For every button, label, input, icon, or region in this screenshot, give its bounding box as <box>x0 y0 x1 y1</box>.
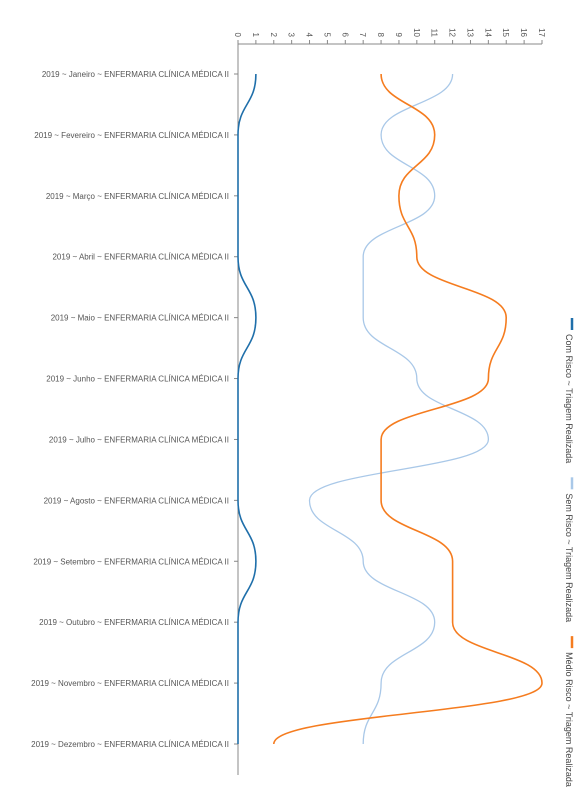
tick-label: 11 <box>430 29 439 38</box>
value-axis-ticks: 0 1 2 3 4 5 6 7 8 9 10 11 12 13 14 15 16 17 <box>233 28 546 44</box>
legend-label: Sem Risco ~ Triagem Realizada <box>564 493 574 622</box>
tick-label: 10 <box>412 28 421 37</box>
series-line <box>237 73 257 744</box>
tick-label: 5 <box>322 33 331 38</box>
legend-label: Médio Risco ~ Triagem Realizada <box>564 652 574 787</box>
tick-label: 14 <box>483 28 492 37</box>
tick-label: 15 <box>501 28 510 37</box>
tick-label: 4 <box>305 33 314 38</box>
tick-label: 17 <box>537 28 546 37</box>
category-label: 2019 ~ Maio ~ ENFERMARIA CLÍNICA MÉDICA … <box>51 314 229 323</box>
category-label: 2019 ~ Novembro ~ ENFERMARIA CLÍNICA MÉD… <box>31 679 229 688</box>
legend: Com Risco ~ Triagem Realizada Sem Risco ~… <box>564 318 574 787</box>
category-label: 2019 ~ Março ~ ENFERMARIA CLÍNICA MÉDICA… <box>46 192 229 201</box>
tick-label: 12 <box>448 28 457 37</box>
category-label: 2019 ~ Setembro ~ ENFERMARIA CLÍNICA MÉD… <box>33 557 229 566</box>
tick-label: 13 <box>465 28 474 37</box>
tick-label: 16 <box>519 28 528 37</box>
tick-label: 6 <box>340 33 349 38</box>
tick-label: 3 <box>287 33 296 38</box>
category-label: 2019 ~ Outubro ~ ENFERMARIA CLÍNICA MÉDI… <box>39 618 229 627</box>
series-line <box>308 73 490 745</box>
tick-label: 8 <box>376 33 385 38</box>
legend-label: Com Risco ~ Triagem Realizada <box>564 334 574 463</box>
category-label: 2019 ~ Julho ~ ENFERMARIA CLÍNICA MÉDICA… <box>49 435 229 444</box>
category-label: 2019 ~ Dezembro ~ ENFERMARIA CLÍNICA MÉD… <box>31 740 229 749</box>
series-line <box>273 73 543 745</box>
tick-label: 7 <box>358 33 367 38</box>
category-label: 2019 ~ Junho ~ ENFERMARIA CLÍNICA MÉDICA… <box>46 375 229 384</box>
category-label: 2019 ~ Fevereiro ~ ENFERMARIA CLÍNICA MÉ… <box>34 131 229 140</box>
category-axis-labels: 2019 ~ Janeiro ~ ENFERMARIA CLÍNICA MÉDI… <box>31 70 238 749</box>
tick-label: 0 <box>233 33 242 38</box>
tick-label: 1 <box>251 33 260 38</box>
series-lines <box>237 73 543 745</box>
category-label: 2019 ~ Abril ~ ENFERMARIA CLÍNICA MÉDICA… <box>52 253 229 262</box>
category-label: 2019 ~ Agosto ~ ENFERMARIA CLÍNICA MÉDIC… <box>44 496 229 505</box>
tick-label: 9 <box>394 33 403 38</box>
tick-label: 2 <box>269 33 278 38</box>
category-label: 2019 ~ Janeiro ~ ENFERMARIA CLÍNICA MÉDI… <box>42 70 229 79</box>
